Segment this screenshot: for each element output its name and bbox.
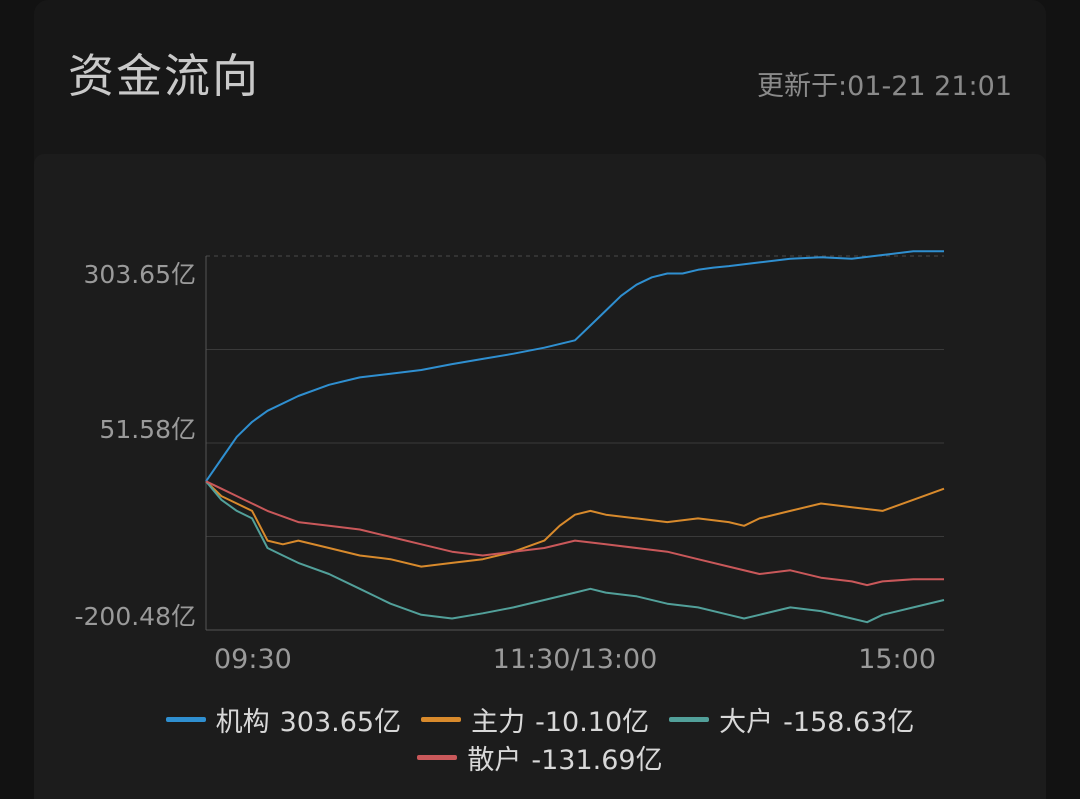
x-tick-label: 11:30/13:00 — [493, 644, 658, 675]
series-line-3 — [205, 480, 944, 587]
legend-series-name: 机构 — [215, 706, 270, 738]
legend-item[interactable]: 机构 303.65亿 — [165, 700, 402, 738]
series-line-2 — [205, 480, 945, 624]
y-tick-label: -200.48亿 — [75, 602, 197, 631]
legend-swatch — [417, 754, 458, 760]
x-tick-label: 09:30 — [214, 644, 292, 675]
legend-item[interactable]: 大户 -158.63亿 — [669, 700, 914, 738]
legend-series-name: 大户 — [719, 706, 774, 738]
y-tick-label: 51.58亿 — [99, 415, 196, 444]
update-timestamp: 更新于:01-21 21:01 — [757, 71, 1012, 102]
money-flow-chart: 303.65亿 51.58亿 -200.48亿 09:30 11:30/13:00 15:… — [75, 250, 945, 675]
legend-series-value: -10.10亿 — [535, 706, 650, 738]
legend-series-value: -158.63亿 — [783, 706, 915, 738]
legend-series-name: 散户 — [467, 744, 522, 776]
series-line-1 — [205, 480, 945, 568]
legend-swatch — [165, 716, 206, 722]
legend-series-value: -131.69亿 — [531, 744, 663, 776]
chart-legend: 机构 303.65亿 主力 -10.10亿 大户 -158.63亿散户 -131.69亿 — [34, 700, 1046, 776]
page-title: 资金流向 — [68, 49, 260, 103]
x-tick-label: 15:00 — [858, 644, 936, 675]
legend-swatch — [421, 716, 462, 722]
legend-series-name: 主力 — [471, 706, 526, 738]
y-tick-label: 303.65亿 — [84, 260, 196, 289]
legend-item[interactable]: 散户 -131.69亿 — [417, 738, 663, 776]
chart-card: 303.65亿 51.58亿 -200.48亿 09:30 11:30/13:00 15:… — [34, 154, 1046, 799]
legend-item[interactable]: 主力 -10.10亿 — [421, 700, 649, 738]
series-line-0 — [205, 250, 944, 482]
legend-series-value: 303.65亿 — [279, 706, 402, 738]
legend-swatch — [669, 716, 710, 722]
